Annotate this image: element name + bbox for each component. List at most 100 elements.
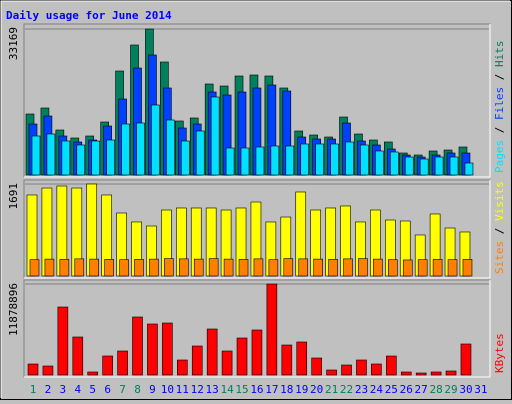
- bar: [434, 156, 444, 176]
- x-tick-label: 20: [310, 383, 323, 396]
- bar: [162, 322, 173, 376]
- bar: [177, 359, 188, 376]
- bar: [104, 259, 114, 277]
- legend: Sites / Visits: [493, 181, 506, 274]
- bar: [449, 156, 459, 176]
- bar: [311, 357, 322, 376]
- bar: [341, 364, 352, 376]
- x-tick-label: 21: [325, 383, 338, 396]
- x-tick-label: 9: [149, 383, 156, 396]
- bar: [432, 259, 443, 277]
- y-tick-label: 1691: [7, 183, 20, 210]
- x-tick-label: 18: [280, 383, 293, 396]
- x-tick-label: 22: [340, 383, 353, 396]
- bar: [206, 328, 218, 376]
- bar: [208, 258, 219, 277]
- legend-entry: Files: [493, 87, 506, 120]
- legend-separator: /: [493, 221, 506, 241]
- bar: [345, 141, 354, 176]
- bar: [46, 133, 56, 176]
- bar: [240, 147, 250, 176]
- bar: [356, 359, 367, 376]
- bar: [462, 259, 473, 277]
- legend-entry: Visits: [493, 181, 506, 221]
- bar: [121, 123, 130, 176]
- y-tick-label: 11878896: [7, 283, 20, 336]
- bar: [151, 104, 160, 176]
- bar: [210, 96, 220, 176]
- bar: [375, 150, 384, 176]
- x-tick-label: 19: [295, 383, 308, 396]
- bar: [281, 344, 293, 376]
- bar: [132, 316, 143, 376]
- bar: [223, 258, 234, 277]
- bar: [343, 258, 353, 277]
- bar: [149, 258, 159, 277]
- panel-bevel: [24, 180, 491, 279]
- bar: [44, 258, 55, 277]
- bar: [358, 258, 368, 277]
- bar: [225, 147, 235, 176]
- bar: [221, 350, 233, 376]
- bar: [400, 371, 412, 376]
- bar: [72, 336, 84, 376]
- bar: [181, 140, 190, 176]
- bar: [166, 119, 175, 176]
- x-tick-label: 10: [161, 383, 174, 396]
- x-tick-label: 1: [30, 383, 37, 396]
- bar: [89, 258, 100, 277]
- bar: [61, 140, 71, 176]
- bar: [300, 143, 310, 176]
- bar: [419, 158, 429, 176]
- bar: [270, 145, 280, 176]
- x-tick-label: 17: [265, 383, 278, 396]
- chart-title: Daily usage for June 2014: [6, 9, 172, 22]
- bar: [404, 156, 414, 176]
- x-tick-label: 24: [370, 383, 384, 396]
- bar: [136, 122, 145, 176]
- legend-entry: Hits: [493, 41, 506, 68]
- bar: [193, 258, 204, 277]
- legend-separator: /: [493, 67, 506, 87]
- bar: [27, 363, 39, 376]
- x-tick-label: 31: [474, 383, 487, 396]
- x-tick-label: 26: [400, 383, 413, 396]
- bar: [402, 259, 413, 277]
- x-tick-label: 13: [206, 383, 219, 396]
- x-tick-label: 5: [89, 383, 96, 396]
- x-tick-label: 30: [459, 383, 472, 396]
- bar: [285, 145, 295, 176]
- x-tick-label: 16: [250, 383, 263, 396]
- bar: [57, 306, 69, 376]
- x-tick-label: 23: [355, 383, 368, 396]
- bar: [464, 162, 474, 176]
- bar: [91, 140, 101, 176]
- bar: [134, 259, 144, 277]
- legend-separator: /: [493, 120, 506, 140]
- bar: [253, 258, 264, 277]
- bar: [74, 258, 85, 277]
- x-tick-label: 27: [415, 383, 428, 396]
- bar: [386, 355, 397, 376]
- bar: [326, 369, 337, 376]
- bar: [313, 258, 323, 277]
- bar: [87, 371, 99, 376]
- x-tick-label: 29: [444, 383, 457, 396]
- bar: [328, 259, 338, 277]
- x-tick-label: 3: [60, 383, 67, 396]
- legend-entry: KBytes: [493, 333, 506, 373]
- x-tick-label: 25: [385, 383, 398, 396]
- x-tick-label: 6: [104, 383, 111, 396]
- bar: [147, 323, 158, 376]
- bar: [59, 259, 70, 277]
- bar: [119, 259, 129, 277]
- x-tick-label: 15: [235, 383, 248, 396]
- bar: [195, 130, 205, 176]
- x-tick-label: 14: [220, 383, 234, 396]
- bar: [29, 259, 40, 277]
- bar: [360, 144, 369, 176]
- legend: KBytes: [493, 333, 506, 373]
- bar: [164, 258, 174, 277]
- bar: [31, 135, 41, 176]
